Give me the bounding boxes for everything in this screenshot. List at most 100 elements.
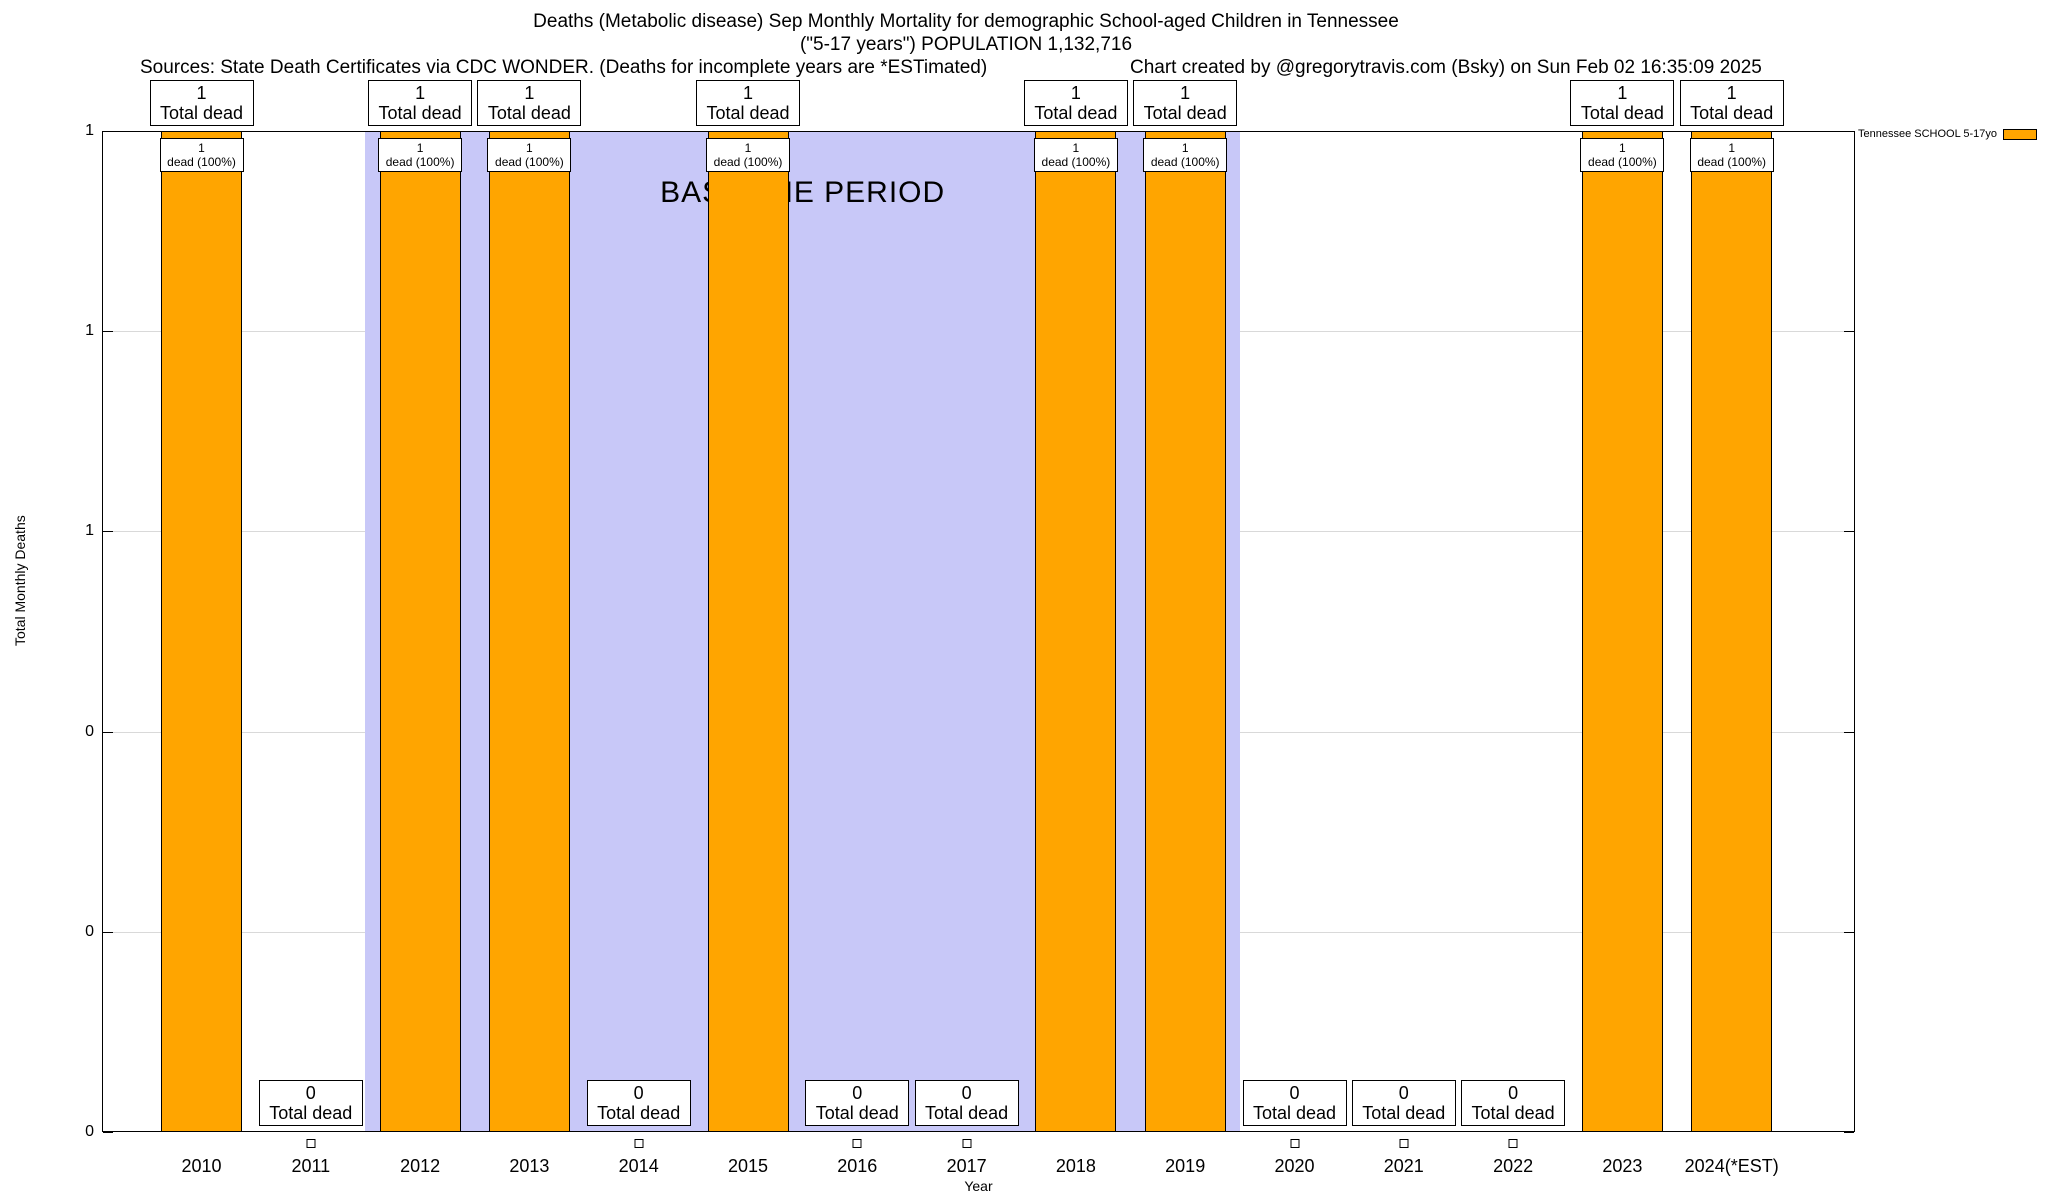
bar-2012 (379, 131, 461, 1132)
bar-total-label-2018-value: 1 (1070, 83, 1081, 103)
bar-total-label-2024(*EST)-value: 1 (1726, 83, 1737, 103)
x-tick-label-2016: 2016 (837, 1156, 878, 1176)
bar-total-label-2013-value: 1 (524, 83, 535, 103)
bar-pct-label-2012-value: 1 (416, 141, 424, 155)
x-tick-label-2018: 2018 (1055, 1156, 1096, 1176)
bar-pct-label-2019: 1 dead (100%) (1143, 138, 1228, 172)
bar-pct-label-2010-text: dead (100%) (167, 155, 236, 169)
zero-marker-2021 (1399, 1139, 1409, 1148)
zero-marker-2011 (306, 1139, 316, 1148)
bar-pct-label-2013-text: dead (100%) (495, 155, 564, 169)
bar-total-label-2019-text: Total dead (1143, 103, 1227, 123)
x-axis-title: Year (964, 1178, 993, 1194)
bar-total-label-2023-text: Total dead (1580, 103, 1664, 123)
zero-marker-2020 (1290, 1139, 1299, 1148)
bar-total-label-2018-text: Total dead (1034, 103, 1118, 123)
zero-total-label-2021-value: 0 (1398, 1083, 1409, 1103)
y-tick-mark (1844, 531, 1854, 533)
bar-pct-label-2013: 1 dead (100%) (487, 138, 572, 172)
zero-total-label-2021: 0 Total dead (1351, 1080, 1456, 1126)
zero-total-label-2011-text: Total dead (269, 1103, 353, 1123)
zero-marker-2016 (852, 1139, 862, 1148)
bar-pct-label-2023-text: dead (100%) (1588, 155, 1657, 169)
zero-marker-2017 (962, 1139, 972, 1148)
legend: Tennessee SCHOOL 5-17yo (1858, 128, 2037, 140)
x-tick-label-2017: 2017 (946, 1156, 987, 1176)
y-tick-mark (103, 131, 113, 132)
y-tick-mark (1844, 131, 1854, 132)
y-tick-label: 1 (85, 322, 94, 340)
bar-total-label-2019-value: 1 (1180, 83, 1191, 103)
zero-total-label-2016-text: Total dead (815, 1103, 899, 1123)
x-tick-label-2014: 2014 (618, 1156, 659, 1176)
y-tick-mark (1844, 331, 1854, 333)
bar-total-label-2010-text: Total dead (159, 103, 244, 123)
zero-total-label-2021-text: Total dead (1362, 1103, 1446, 1123)
bar-pct-label-2019-value: 1 (1181, 141, 1189, 155)
zero-total-label-2014: 0 Total dead (586, 1080, 691, 1126)
zero-total-label-2022-text: Total dead (1471, 1103, 1555, 1123)
x-tick-label-2019: 2019 (1165, 1156, 1206, 1176)
bar-pct-label-2023: 1 dead (100%) (1580, 138, 1665, 172)
y-tick-label: 1 (85, 522, 94, 540)
bar-total-label-2013-text: Total dead (487, 103, 571, 123)
bar-pct-label-2015-value: 1 (744, 141, 752, 155)
bar-pct-label-2012: 1 dead (100%) (378, 138, 463, 172)
y-tick-label: 0 (85, 1123, 94, 1140)
y-tick-mark (103, 331, 113, 333)
bar-pct-label-2013-value: 1 (526, 141, 533, 155)
bar-total-label-2018: 1 Total dead (1023, 80, 1128, 126)
y-tick-label: 0 (85, 722, 94, 740)
bar-pct-label-2010-value: 1 (198, 141, 205, 155)
bar-total-label-2024(*EST)-text: Total dead (1690, 103, 1774, 123)
zero-total-label-2017-value: 0 (961, 1083, 972, 1103)
bar-total-label-2010-value: 1 (196, 83, 207, 103)
y-tick-mark (103, 1132, 113, 1133)
zero-total-label-2014-value: 0 (633, 1083, 644, 1103)
bar-pct-label-2019-text: dead (100%) (1150, 155, 1220, 169)
bar-total-label-2015-text: Total dead (706, 103, 790, 123)
zero-total-label-2014-text: Total dead (597, 1103, 681, 1123)
bar-pct-label-2010: 1 dead (100%) (159, 138, 244, 172)
baseline-label: BASELINE PERIOD (660, 176, 946, 209)
zero-total-label-2016: 0 Total dead (805, 1080, 910, 1126)
chart-sources: Sources: State Death Certificates via CD… (140, 57, 988, 78)
bar-total-label-2012-text: Total dead (378, 103, 462, 123)
legend-swatch (2003, 128, 2037, 140)
bar-pct-label-2015-text: dead (100%) (713, 155, 783, 169)
bar-pct-label-2024(*EST)-value: 1 (1728, 141, 1736, 155)
x-tick-label-2011: 2011 (291, 1156, 331, 1176)
zero-total-label-2020: 0 Total dead (1242, 1080, 1347, 1126)
zero-total-label-2020-value: 0 (1289, 1083, 1300, 1103)
legend-label: Tennessee SCHOOL 5-17yo (1858, 128, 1997, 140)
y-tick-mark (1844, 1132, 1854, 1133)
bar-pct-label-2015: 1 dead (100%) (706, 138, 790, 172)
bar-2018 (1035, 131, 1117, 1132)
zero-total-label-2011-value: 0 (305, 1083, 316, 1103)
y-tick-mark (103, 731, 113, 733)
bar-2019 (1144, 131, 1226, 1132)
x-tick-label-2020: 2020 (1274, 1156, 1315, 1176)
bar-pct-label-2012-text: dead (100%) (385, 155, 455, 169)
bar-2010 (161, 131, 242, 1132)
bar-pct-label-2018: 1 dead (100%) (1033, 138, 1118, 172)
bar-total-label-2023: 1 Total dead (1570, 80, 1675, 126)
bar-total-label-2015: 1 Total dead (696, 80, 800, 126)
bar-total-label-2024(*EST): 1 Total dead (1679, 80, 1784, 126)
bar-2015 (707, 131, 789, 1132)
y-tick-mark (103, 931, 113, 933)
plot-frame (102, 131, 1855, 1132)
x-tick-label-2015: 2015 (727, 1156, 769, 1176)
bar-total-label-2013: 1 Total dead (477, 80, 582, 126)
x-tick-label-2021: 2021 (1383, 1156, 1424, 1176)
zero-marker-2022 (1508, 1139, 1518, 1148)
zero-marker-2014 (634, 1139, 644, 1148)
bar-pct-label-2024(*EST): 1 dead (100%) (1689, 138, 1774, 172)
bar-total-label-2012: 1 Total dead (368, 80, 473, 126)
bar-pct-label-2024(*EST)-text: dead (100%) (1697, 155, 1767, 169)
bar-2023 (1581, 131, 1663, 1132)
x-tick-label-2022: 2022 (1493, 1156, 1534, 1176)
zero-total-label-2020-text: Total dead (1252, 1103, 1337, 1123)
y-tick-mark (1844, 931, 1854, 933)
